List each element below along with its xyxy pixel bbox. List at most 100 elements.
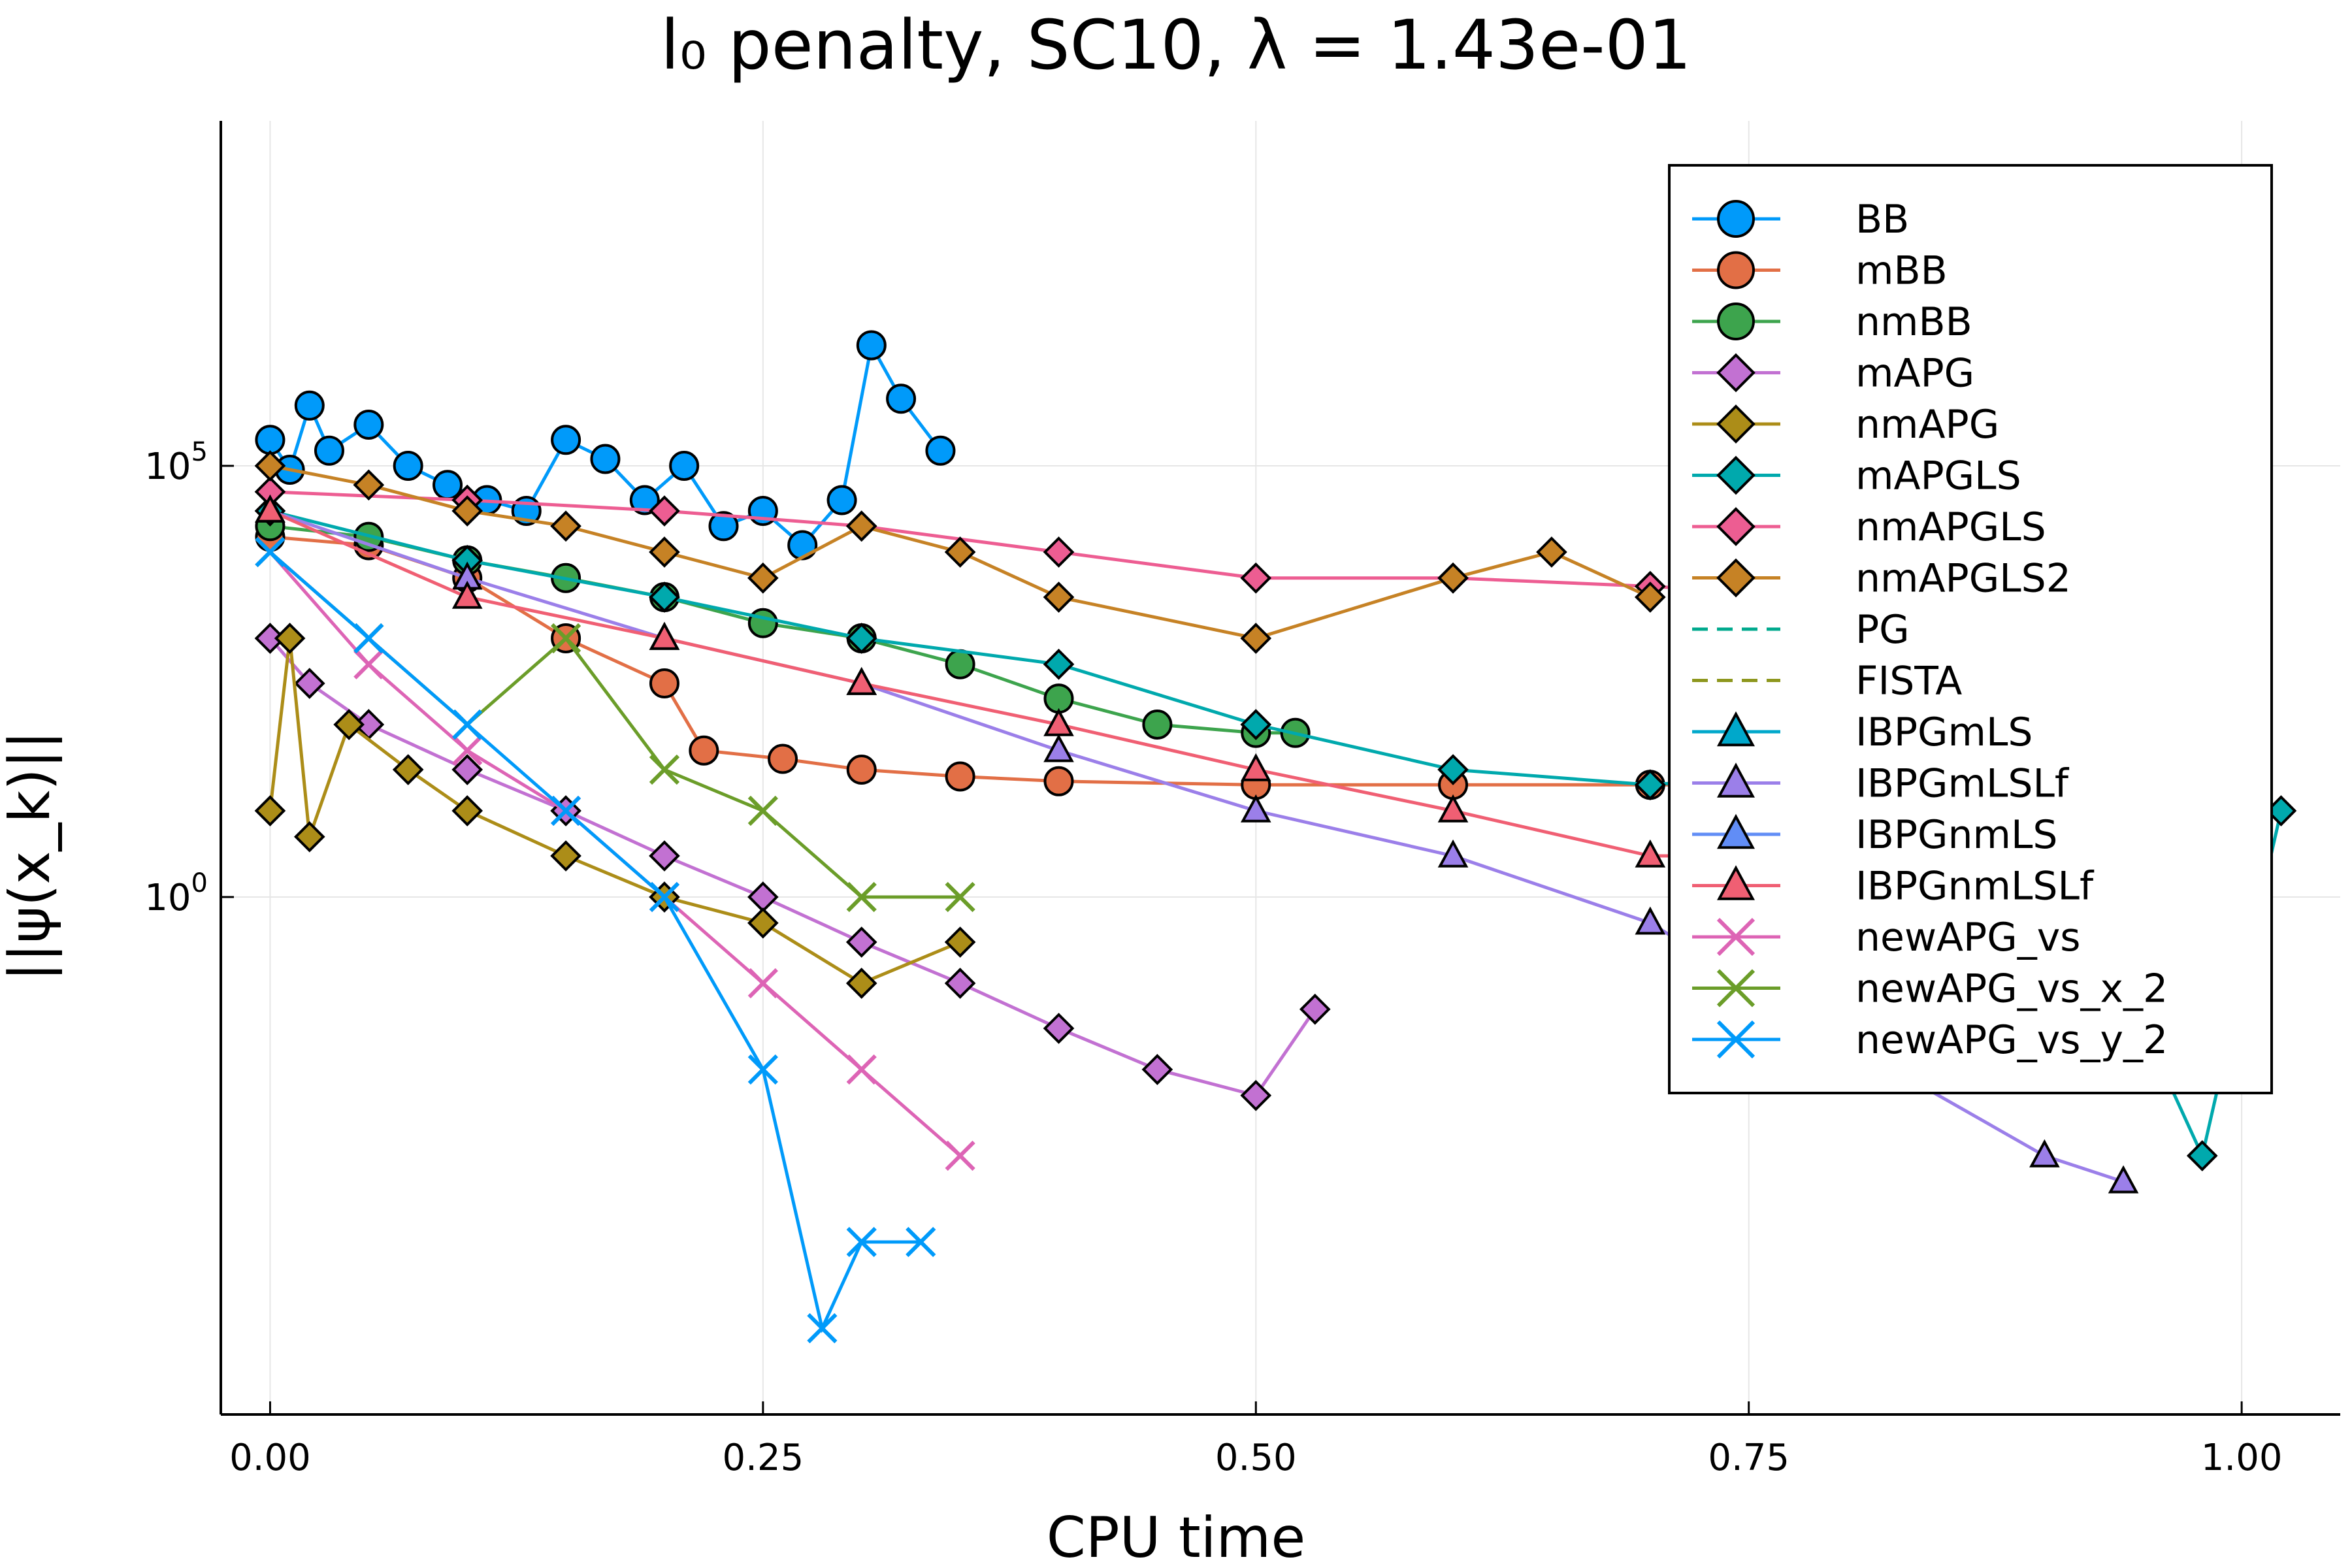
- series-nmAPG: [254, 623, 976, 999]
- data-point: [1717, 200, 1755, 238]
- data-point: [845, 510, 877, 542]
- data-point: [945, 761, 975, 792]
- series-line: [270, 535, 1690, 787]
- data-point: [944, 536, 976, 568]
- axes: 0.00 0.25 0.50 0.75 1.00 100 105: [144, 121, 2340, 1479]
- legend-item: newAPG_vs: [1692, 915, 2081, 960]
- legend-label: nmAPGLS: [1855, 504, 2046, 550]
- data-point: [1437, 794, 1469, 823]
- data-point: [649, 668, 679, 699]
- data-point: [2029, 1139, 2060, 1168]
- data-point: [747, 562, 779, 594]
- data-point: [1043, 766, 1074, 796]
- data-point: [1141, 1054, 1173, 1085]
- data-point: [1716, 762, 1756, 798]
- data-point: [294, 390, 325, 421]
- legend-label: IBPGmLSLf: [1855, 761, 2070, 807]
- legend-label: nmBB: [1855, 299, 1972, 345]
- data-point: [451, 795, 483, 826]
- data-point: [1634, 581, 1666, 613]
- data-point: [945, 649, 975, 679]
- data-point: [353, 623, 384, 654]
- data-point: [787, 530, 818, 561]
- data-point: [353, 410, 384, 440]
- legend-item: FISTA: [1692, 659, 1962, 704]
- data-point: [293, 668, 325, 699]
- legend-item: IBPGnmLSLf: [1692, 864, 2095, 909]
- data-point: [452, 709, 483, 740]
- data-point: [1716, 1020, 1756, 1059]
- data-point: [1716, 404, 1756, 444]
- x-tick-label: 1.00: [2201, 1437, 2283, 1479]
- legend-label: IBPGmLS: [1855, 710, 2033, 755]
- data-point: [1043, 734, 1074, 762]
- legend-label: IBPGnmLS: [1855, 812, 2058, 858]
- data-point: [649, 840, 680, 872]
- data-point: [1043, 648, 1075, 680]
- y-tick-label: 100: [144, 868, 208, 919]
- data-point: [590, 444, 621, 474]
- data-point: [452, 735, 483, 766]
- x-tick-label: 0.75: [1708, 1437, 1789, 1479]
- data-point: [254, 795, 286, 826]
- data-point: [333, 709, 365, 740]
- legend-item: nmAPG: [1692, 402, 1999, 448]
- data-point: [807, 1313, 838, 1344]
- legend-item: PG: [1692, 607, 1910, 653]
- data-point: [1240, 709, 1272, 740]
- data-point: [747, 608, 778, 638]
- legend-label: newAPG_vs_x_2: [1855, 966, 2168, 1012]
- legend: BB mBB nmBB mAPG nmAPG mAPGLS nmAPGLS nmAPGLS2 P…: [1668, 164, 2273, 1094]
- data-point: [886, 384, 917, 414]
- data-point: [649, 495, 680, 527]
- data-point: [1634, 769, 1666, 801]
- data-point: [1437, 839, 1469, 868]
- data-point: [649, 536, 680, 568]
- data-point: [1716, 865, 1756, 900]
- data-point: [1635, 906, 1666, 935]
- x-tick-label: 0.25: [723, 1437, 804, 1479]
- data-point: [649, 881, 680, 913]
- data-point: [768, 743, 798, 774]
- data-point: [1437, 754, 1469, 785]
- legend-label: BB: [1855, 197, 1909, 242]
- data-point: [1437, 562, 1469, 594]
- legend-item: mAPGLS: [1692, 453, 2021, 499]
- data-point: [1240, 794, 1271, 823]
- data-point: [826, 485, 857, 515]
- legend-item: nmBB: [1692, 299, 1972, 345]
- data-point: [747, 1054, 778, 1085]
- data-point: [2108, 1165, 2139, 1194]
- data-point: [1717, 251, 1755, 289]
- legend-item: newAPG_vs_y_2: [1692, 1017, 2168, 1063]
- data-point: [1043, 536, 1075, 568]
- data-point: [846, 755, 877, 785]
- legend-item: IBPGmLSLf: [1692, 761, 2070, 807]
- data-point: [451, 754, 483, 785]
- data-point: [314, 435, 344, 466]
- x-tick-label: 0.50: [1215, 1437, 1297, 1479]
- data-point: [747, 795, 778, 826]
- data-point: [451, 495, 483, 527]
- legend-label: mAPG: [1855, 351, 1974, 397]
- data-point: [629, 485, 660, 515]
- data-point: [1716, 813, 1756, 849]
- data-point: [1142, 710, 1173, 740]
- legend-item: BB: [1692, 197, 1909, 242]
- data-point: [1716, 507, 1756, 546]
- data-point: [393, 451, 423, 481]
- data-point: [925, 435, 956, 466]
- data-point: [856, 330, 887, 361]
- data-point: [255, 425, 286, 455]
- legend-label: nmAPGLS2: [1855, 556, 2071, 602]
- data-point: [845, 968, 877, 999]
- data-point: [353, 649, 384, 679]
- data-point: [649, 621, 680, 650]
- data-point: [1240, 623, 1272, 654]
- data-point: [1240, 562, 1272, 594]
- data-point: [255, 536, 286, 568]
- data-point: [649, 581, 680, 613]
- legend-item: IBPGnmLS: [1692, 812, 2058, 858]
- legend-item: IBPGmLS: [1692, 710, 2033, 755]
